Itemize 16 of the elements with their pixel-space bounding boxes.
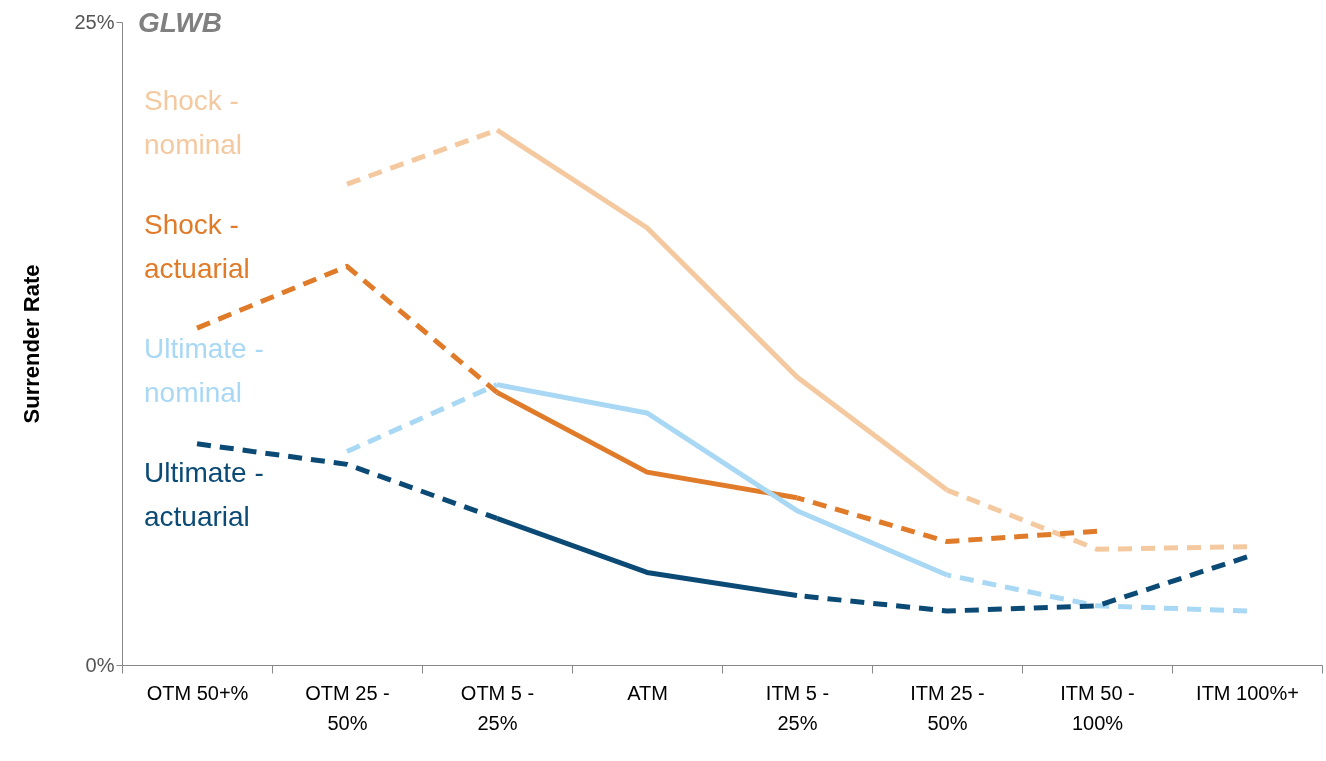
x-tick-label: ATM bbox=[627, 681, 668, 704]
x-tick-label: OTM 50+% bbox=[146, 681, 249, 704]
text: Ultimate - actuarial bbox=[144, 457, 264, 532]
y-axis-title: Surrender Rate bbox=[19, 264, 45, 424]
chart-title: GLWB bbox=[138, 7, 222, 38]
text: Shock - nominal bbox=[144, 85, 243, 160]
x-tick-label: ITM 25 - 50% bbox=[910, 681, 985, 734]
x-tick-label: ITM 100%+ bbox=[1196, 681, 1299, 704]
text: Shock - actuarial bbox=[144, 209, 250, 284]
y-tick-label: 25% bbox=[74, 10, 115, 33]
x-tick-label: OTM 5 - 25% bbox=[460, 681, 535, 734]
x-tick-label: ITM 50 - 100% bbox=[1060, 681, 1135, 734]
y-tick-label: 0% bbox=[85, 653, 115, 676]
x-tick-label: OTM 25 - 50% bbox=[305, 681, 390, 734]
text: Ultimate - nominal bbox=[144, 333, 264, 408]
x-tick-label: ITM 5 - 25% bbox=[765, 681, 830, 734]
